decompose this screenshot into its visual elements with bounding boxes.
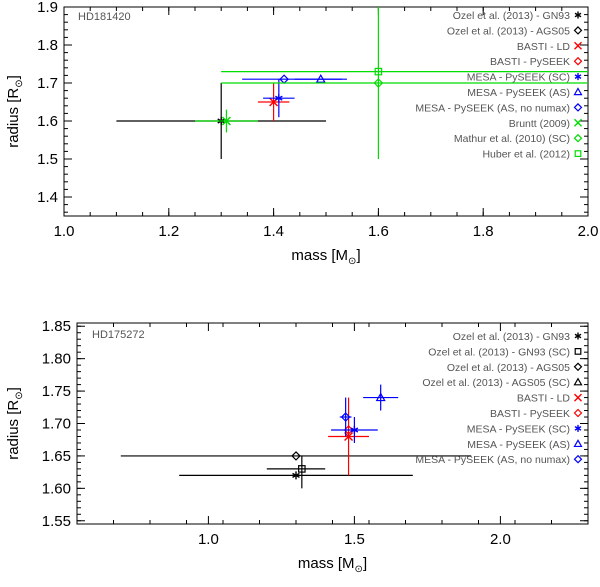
legend-marker-diamond [573, 362, 583, 372]
y-tick-label: 1.8 [37, 37, 58, 54]
data-point-star [292, 471, 300, 480]
legend-entry-label: BASTI - PySEEK [490, 56, 570, 68]
legend-entry-label: BASTI - LD [517, 393, 571, 405]
legend-marker-diamond [573, 103, 583, 112]
y-tick-label: 1.85 [42, 318, 71, 335]
legend-entry-label: MESA - PySEEK (AS) [467, 439, 570, 451]
legend-marker-diamond [573, 454, 583, 464]
legend-entry-label: MESA - PySEEK (SC) [467, 72, 570, 84]
data-layer [116, 7, 588, 159]
legend-entry-label: Ozel et al. (2013) - AGS05 [447, 362, 570, 374]
x-tick-label: 2.0 [490, 531, 511, 548]
legend-marker-diamond [573, 26, 583, 35]
data-point-triangle [375, 392, 386, 402]
legend-entry-label: Ozel et al. (2013) - GN93 [453, 331, 570, 343]
y-tick-label: 1.60 [42, 480, 71, 497]
data-point-square [374, 67, 383, 76]
legend-entry-label: MESA - PySEEK (AS, no numax) [415, 454, 570, 466]
legend-marker-star [574, 424, 582, 432]
y-tick-label: 1.55 [42, 513, 71, 530]
legend-marker-diamond [573, 408, 583, 418]
legend-marker-square [574, 150, 582, 158]
y-tick-label: 1.65 [42, 448, 71, 465]
legend-marker-x [574, 118, 582, 127]
x-tick-label: 1.0 [54, 223, 75, 240]
star-name: HD175272 [92, 329, 145, 341]
legend-marker-star [574, 11, 582, 19]
data-point-diamond [340, 412, 351, 422]
x-axis-label: mass [M⊙] [291, 247, 360, 267]
legend-marker-diamond [573, 133, 583, 143]
x-tick-label: 2.0 [578, 223, 599, 240]
x-tick-label: 1.4 [263, 223, 284, 240]
star-name: HD181420 [78, 11, 131, 23]
legend-entry-label: Bruntt (2009) [509, 118, 570, 130]
data-point-diamond [291, 451, 301, 461]
data-point-star [350, 425, 359, 434]
legend-entry-label: BASTI - LD [517, 41, 571, 53]
legend-entry-label: MESA - PySEEK (AS) [467, 87, 570, 99]
legend-entry-label: Ozel et al. (2013) - AGS05 [447, 25, 570, 37]
y-tick-label: 1.4 [37, 189, 58, 206]
x-tick-label: 1.6 [368, 223, 389, 240]
legend-entry-label: BASTI - PySEEK [490, 408, 570, 420]
legend-marker-triangle [573, 439, 583, 448]
legend-marker-triangle [573, 87, 583, 96]
legend-entry-label: MESA - PySEEK (SC) [467, 423, 570, 435]
legend-entry-label: Ozel et al. (2013) - GN93 (SC) [428, 346, 570, 358]
legend-entry-label: Huber et al. (2012) [482, 149, 570, 161]
y-axis-label: radius [R⊙] [5, 75, 25, 148]
x-tick-label: 1.2 [158, 223, 179, 240]
chart-panel-2: 1.0 1.5 2.0 1.55 1.60 1.65 1.70 1.75 1.80 1.85 mas… [5, 318, 589, 575]
y-tick-label: 1.6 [37, 113, 58, 130]
legend-marker-x [574, 393, 582, 402]
y-tick-label: 1.75 [42, 383, 71, 400]
legend-entry-label: Ozel et al. (2013) - AGS05 (SC) [422, 377, 570, 389]
legend-marker-star [574, 332, 582, 340]
legend-marker-triangle [573, 377, 583, 386]
legend-entry-label: Ozel et al. (2013) - GN93 [453, 10, 570, 22]
y-tick-label: 1.5 [37, 151, 58, 168]
data-point-square [298, 465, 306, 473]
legend-marker-diamond [573, 56, 583, 66]
x-tick-label: 1.8 [473, 223, 494, 240]
y-tick-label: 1.7 [37, 75, 58, 92]
legend-marker-star [574, 73, 582, 81]
x-axis-label: mass [M⊙] [298, 555, 367, 575]
y-tick-label: 1.9 [37, 0, 58, 16]
y-tick-label: 1.70 [42, 416, 71, 433]
chart-panel-1: 1.0 1.2 1.4 1.6 1.8 2.0 1.4 1.5 1.6 1.7 1.8 1.9 mass… [5, 0, 598, 267]
data-layer [120, 384, 472, 489]
y-axis-label: radius [R⊙] [5, 387, 25, 460]
legend-entry-label: Mathur et al. (2010) (SC) [454, 133, 570, 145]
x-tick-label: 1.5 [344, 531, 365, 548]
x-tick-label: 1.0 [198, 531, 219, 548]
legend-marker-x [574, 41, 582, 50]
data-point-star [275, 94, 283, 103]
y-tick-label: 1.80 [42, 351, 71, 368]
legend-marker-square [574, 348, 582, 355]
legend-entry-label: MESA - PySEEK (AS, no numax) [415, 102, 570, 114]
data-point-x [221, 116, 231, 126]
